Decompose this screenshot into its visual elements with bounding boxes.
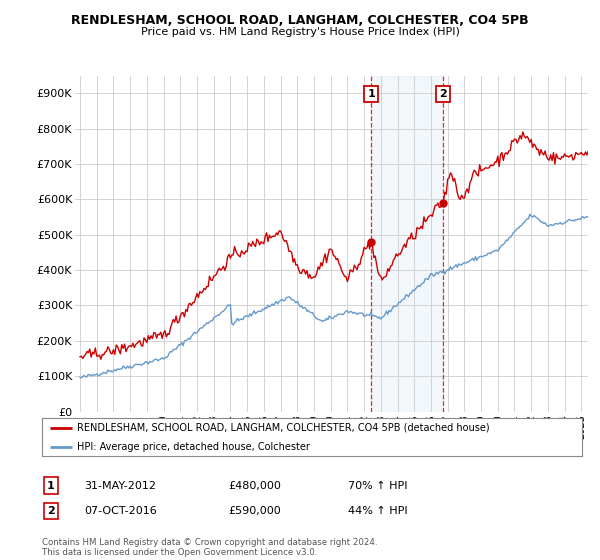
Text: £590,000: £590,000 xyxy=(228,506,281,516)
Text: 07-OCT-2016: 07-OCT-2016 xyxy=(84,506,157,516)
Text: 1: 1 xyxy=(47,480,55,491)
Text: 2: 2 xyxy=(440,89,448,99)
Text: Contains HM Land Registry data © Crown copyright and database right 2024.
This d: Contains HM Land Registry data © Crown c… xyxy=(42,538,377,557)
Text: £480,000: £480,000 xyxy=(228,480,281,491)
Text: RENDLESHAM, SCHOOL ROAD, LANGHAM, COLCHESTER, CO4 5PB (detached house): RENDLESHAM, SCHOOL ROAD, LANGHAM, COLCHE… xyxy=(77,423,490,433)
Text: 44% ↑ HPI: 44% ↑ HPI xyxy=(348,506,407,516)
Text: 31-MAY-2012: 31-MAY-2012 xyxy=(84,480,156,491)
Text: 1: 1 xyxy=(367,89,375,99)
Text: Price paid vs. HM Land Registry's House Price Index (HPI): Price paid vs. HM Land Registry's House … xyxy=(140,27,460,37)
Bar xyxy=(371,76,443,412)
Text: 70% ↑ HPI: 70% ↑ HPI xyxy=(348,480,407,491)
Text: 2: 2 xyxy=(47,506,55,516)
Text: RENDLESHAM, SCHOOL ROAD, LANGHAM, COLCHESTER, CO4 5PB: RENDLESHAM, SCHOOL ROAD, LANGHAM, COLCHE… xyxy=(71,14,529,27)
Text: HPI: Average price, detached house, Colchester: HPI: Average price, detached house, Colc… xyxy=(77,442,310,452)
